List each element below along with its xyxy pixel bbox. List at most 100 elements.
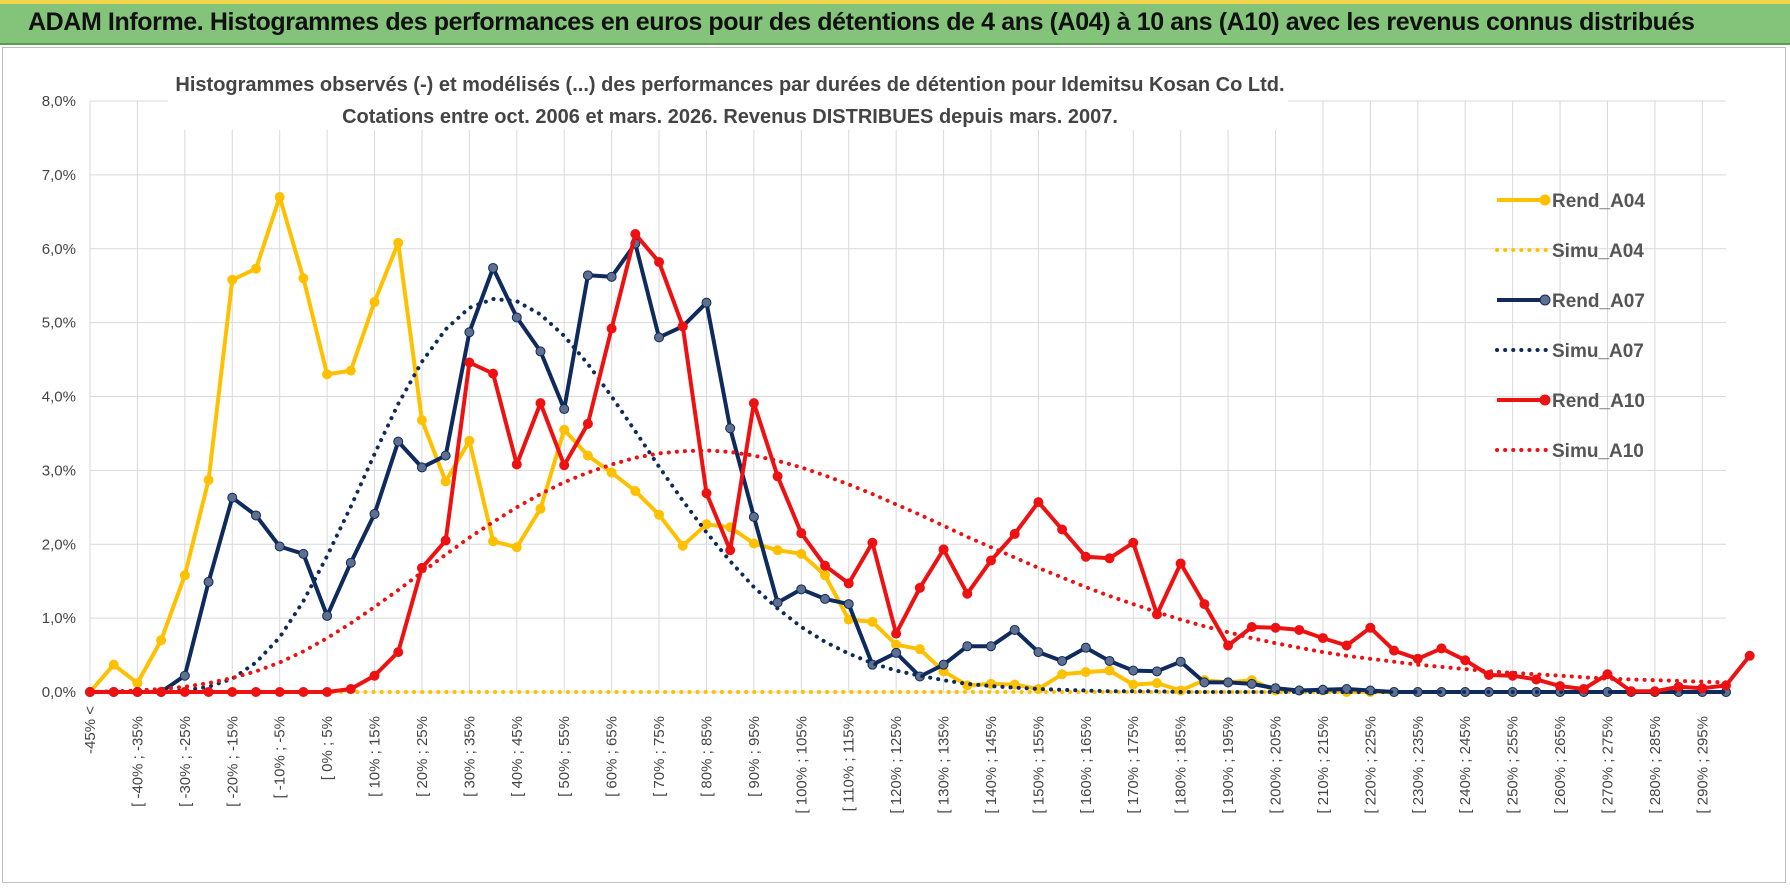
- rend-a10-point: [1697, 683, 1708, 694]
- rend-a04-point: [511, 542, 522, 553]
- rend-a10-point: [820, 560, 831, 571]
- rend-a04-point: [606, 467, 617, 478]
- x-tick-label: [ 90% ; 95%: [746, 716, 763, 797]
- title-backdrop: [168, 64, 1288, 130]
- banner-accent-stripe: [0, 0, 1790, 4]
- rend-a10-point: [914, 582, 925, 593]
- rend-a07-point: [203, 576, 214, 587]
- grid-lines: [89, 100, 1726, 693]
- rend-a04-point: [203, 474, 214, 485]
- x-tick-label: [ -10% ; -5%: [272, 716, 289, 799]
- legend-label: Simu_A04: [1552, 241, 1644, 262]
- rend-a10-point: [630, 228, 641, 239]
- rend-a04-point: [345, 365, 356, 376]
- legend-item-rend-a04: Rend_A04: [1497, 191, 1645, 212]
- y-tick-label: 0,0%: [42, 684, 76, 701]
- y-tick-label: 5,0%: [42, 315, 76, 332]
- x-tick-label: [ 190% ; 195%: [1220, 716, 1237, 814]
- legend-marker: [1539, 394, 1551, 406]
- rend-a10-point: [1626, 686, 1637, 697]
- rend-a04-point: [677, 540, 688, 551]
- rend-a10-point: [1223, 640, 1234, 651]
- rend-a07-point: [962, 641, 973, 652]
- x-tick-label: [ 60% ; 65%: [604, 716, 621, 797]
- x-tick-label: [ 20% ; 25%: [414, 716, 431, 797]
- legend-label: Rend_A07: [1552, 291, 1645, 312]
- x-tick-label: [ 140% ; 145%: [983, 716, 1000, 814]
- legend-label: Simu_A07: [1552, 341, 1644, 362]
- rend-a10-point: [582, 418, 593, 429]
- x-tick-label: [ 30% ; 35%: [461, 716, 478, 797]
- x-tick-label: [ 260% ; 265%: [1552, 716, 1569, 814]
- rend-a10-point: [1009, 528, 1020, 539]
- rend-a07-point: [298, 548, 309, 559]
- series-layer: [85, 192, 1755, 697]
- y-tick-label: 6,0%: [42, 241, 76, 258]
- rend-a07-point: [1199, 677, 1210, 688]
- x-tick-label: [ 270% ; 275%: [1599, 716, 1616, 814]
- x-tick-label: [ 280% ; 285%: [1647, 716, 1664, 814]
- x-tick-label: [ 70% ; 75%: [651, 716, 668, 797]
- rend-a07-point: [464, 327, 475, 338]
- rend-a10-series: [85, 228, 1755, 697]
- x-tick-label: [ 160% ; 165%: [1078, 716, 1095, 814]
- rend-a04-point: [1104, 665, 1115, 676]
- rend-a04-point: [322, 369, 333, 380]
- y-tick-label: 4,0%: [42, 389, 76, 406]
- rend-a07-point: [1246, 678, 1257, 689]
- rend-a07-point: [1057, 655, 1068, 666]
- rend-a10-point: [488, 368, 499, 379]
- rend-a10-point: [938, 544, 949, 555]
- rend-a07-point: [345, 557, 356, 568]
- rend-a10-point: [606, 323, 617, 334]
- rend-a10-point: [227, 687, 238, 697]
- rend-a04-point: [1128, 679, 1139, 690]
- rend-a04-point: [1080, 667, 1091, 678]
- rend-a04-point: [559, 424, 570, 435]
- rend-a04-point: [1057, 669, 1068, 680]
- rend-a10-point: [393, 647, 404, 658]
- rend-a07-point: [843, 599, 854, 610]
- rend-a04-point: [393, 237, 404, 248]
- y-tick-label: 7,0%: [42, 167, 76, 184]
- rend-a10-point: [1602, 669, 1613, 680]
- rend-a07-point: [820, 593, 831, 604]
- x-tick-label: [ 40% ; 45%: [509, 716, 526, 797]
- rend-a07-line: [90, 241, 1726, 694]
- rend-a07-point: [985, 641, 996, 652]
- rend-a07-point: [488, 262, 499, 273]
- rend-a10-point: [1317, 633, 1328, 644]
- rend-a07-point: [535, 346, 546, 357]
- x-tick-label: [ -20% ; -15%: [224, 716, 241, 807]
- rend-a10-point: [1649, 686, 1660, 697]
- rend-a10-point: [701, 488, 712, 499]
- legend-item-simu-a10: Simu_A10: [1495, 441, 1644, 462]
- rend-a10-point: [559, 460, 570, 471]
- rend-a04-point: [654, 509, 665, 520]
- rend-a10-point: [843, 578, 854, 589]
- legend-marker: [1539, 194, 1551, 206]
- x-tick-label: [ 250% ; 255%: [1505, 716, 1522, 814]
- legend: Rend_A04 Simu_A04 Rend_A07 Simu_A07 Rend_A10…: [1495, 191, 1645, 462]
- rend-a10-point: [1341, 640, 1352, 651]
- rend-a07-point: [393, 436, 404, 447]
- rend-a04-point: [369, 296, 380, 307]
- rend-a10-point: [511, 459, 522, 470]
- rend-a10-point: [203, 687, 214, 697]
- rend-a07-point: [1223, 677, 1234, 688]
- rend-a07-point: [559, 404, 570, 415]
- rend-a10-point: [535, 398, 546, 409]
- x-tick-label: [ 110% ; 115%: [841, 716, 858, 811]
- simu-a07-series: [88, 296, 1728, 694]
- legend-label: Simu_A10: [1552, 441, 1644, 462]
- rend-a10-point: [796, 528, 807, 539]
- rend-a10-point: [1057, 524, 1068, 535]
- rend-a10-point: [1246, 621, 1257, 632]
- rend-a10-point: [464, 357, 475, 368]
- rend-a04-point: [914, 644, 925, 655]
- x-axis-ticks: -45% < [ -40% ; -35% [ -30% ; -25% [ -20% ;…: [82, 706, 1711, 814]
- rend-a07-point: [938, 659, 949, 670]
- chart-title-line-2: Cotations entre oct. 2006 et mars. 2026.…: [342, 106, 1118, 128]
- rend-a07-point: [796, 584, 807, 595]
